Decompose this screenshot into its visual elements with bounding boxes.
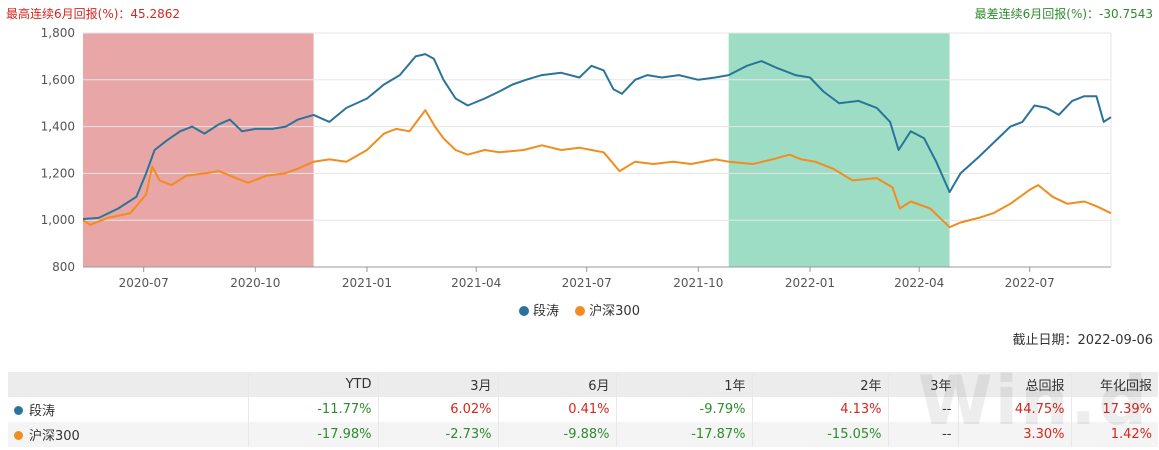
cell-annualized-return: 1.42%: [1110, 427, 1152, 442]
row-name-label: 沪深300: [29, 429, 80, 444]
cell-6m: -9.88%: [498, 422, 617, 447]
header-2y: 2年: [752, 372, 889, 397]
x-tick-label: 2022-01: [785, 276, 835, 290]
chart-legend: 段涛 沪深300: [0, 300, 1159, 319]
fund-marker-icon: [14, 406, 23, 415]
header-3m: 3月: [378, 372, 499, 397]
table-row: 段涛 -11.77% 6.02% 0.41% -9.79% 4.13% -- 4…: [8, 397, 1158, 422]
cell-6m: 0.41%: [498, 397, 617, 422]
cell-total-return: 3.30%: [958, 422, 1072, 447]
x-tick-label: 2021-07: [562, 276, 612, 290]
legend-item-index[interactable]: 沪深300: [575, 300, 640, 319]
series-line-index: [82, 109, 1112, 229]
y-tick-label: 1,800: [41, 26, 75, 40]
best-streak-stat: 最高连续6月回报(%)：45.2862: [6, 7, 181, 21]
header-annualized-return: 年化回报: [1099, 379, 1152, 394]
table-row: 沪深300 -17.98% -2.73% -9.88% -17.87% -15.…: [8, 422, 1158, 447]
x-tick-label: 2021-10: [673, 276, 723, 290]
cell-1y: -17.87%: [616, 422, 753, 447]
cell-2y: -15.05%: [752, 422, 889, 447]
row-name-label: 段涛: [29, 404, 56, 419]
cell-ytd: -17.98%: [248, 422, 379, 447]
cell-ytd: -11.77%: [248, 397, 379, 422]
legend-index-label: 沪深300: [589, 304, 640, 319]
header-total-return: 总回报: [958, 372, 1072, 397]
x-tick-label: 2021-01: [342, 276, 392, 290]
y-tick-label: 800: [52, 260, 75, 274]
x-tick-label: 2020-10: [230, 276, 280, 290]
header-name: [8, 372, 249, 397]
header-3y: 3年: [888, 372, 959, 397]
performance-table: YTD 3月 6月 1年 2年 3年 总回报 年化回报 段涛 -11.77% 6…: [8, 372, 1158, 447]
legend-fund-marker-icon: [519, 306, 529, 316]
y-tick-label: 1,600: [41, 73, 75, 87]
header-6m: 6月: [498, 372, 617, 397]
cell-3y: --: [888, 397, 959, 422]
y-tick-label: 1,400: [41, 120, 75, 134]
legend-index-marker-icon: [575, 306, 586, 316]
x-tick-label: 2022-07: [1005, 276, 1055, 290]
legend-fund-label: 段涛: [533, 304, 560, 319]
x-tick-label: 2022-04: [894, 276, 944, 290]
best-period-band: [83, 33, 314, 267]
cell-total-return: 44.75%: [958, 397, 1072, 422]
legend-item-fund[interactable]: 段涛: [519, 300, 559, 319]
y-tick-label: 1,200: [41, 166, 75, 180]
table-header-row: YTD 3月 6月 1年 2年 3年 总回报 年化回报: [8, 372, 1158, 397]
x-tick-label: 2021-04: [451, 276, 501, 290]
row-name-cell: 沪深300: [8, 422, 249, 447]
cell-1y: -9.79%: [616, 397, 753, 422]
cell-annualized-return: 17.39%: [1102, 402, 1152, 417]
worst-streak-stat: 最差连续6月回报(%)：-30.7543: [974, 7, 1153, 21]
performance-line-chart: 800 1,000 1,200 1,400 1,600 1,800 2020-07 2020-…: [41, 26, 1112, 290]
cutoff-date: 截止日期：2022-09-06: [1012, 333, 1153, 348]
cell-3m: -2.73%: [378, 422, 499, 447]
cell-3y: --: [888, 422, 959, 447]
worst-period-band: [728, 33, 950, 267]
row-name-cell: 段涛: [8, 397, 249, 422]
cell-3m: 6.02%: [378, 397, 499, 422]
x-tick-label: 2020-07: [119, 276, 169, 290]
header-ytd: YTD: [248, 372, 379, 397]
header-1y: 1年: [616, 372, 753, 397]
index-marker-icon: [14, 431, 23, 440]
cell-2y: 4.13%: [752, 397, 889, 422]
series-line-fund: [82, 53, 1112, 220]
y-tick-label: 1,000: [41, 213, 75, 227]
